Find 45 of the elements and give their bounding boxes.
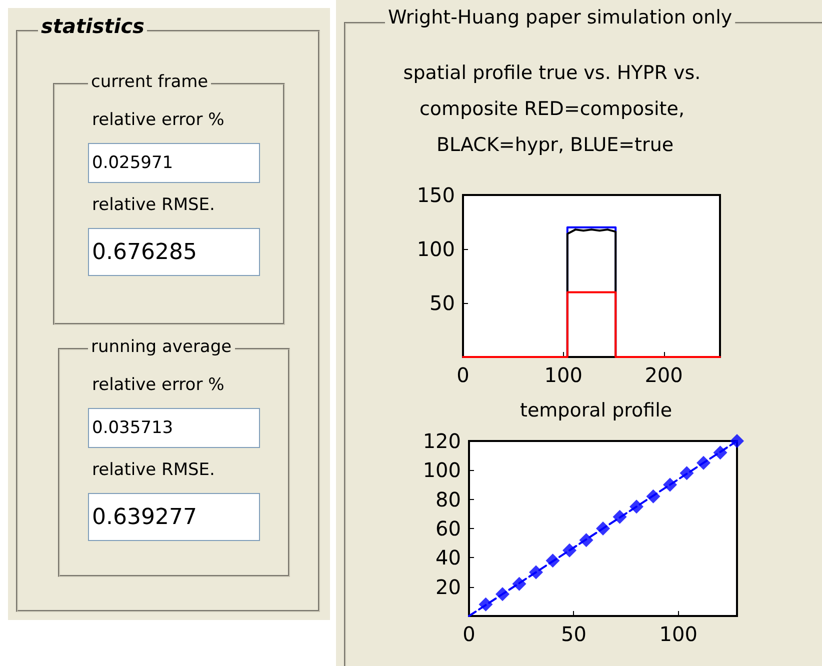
- point: [646, 489, 660, 504]
- point: [630, 500, 644, 514]
- point: [562, 543, 576, 558]
- point: [478, 597, 493, 612]
- chart-subtitle: spatial profile true vs. HYPR vs. composite RED=composite, BLACK=hypr, BLUE=true: [403, 62, 707, 156]
- y-tick-label: 100: [416, 237, 455, 261]
- point: [529, 565, 543, 580]
- y-tick-label: 50: [430, 291, 455, 315]
- text: relative RMSE.: [92, 460, 215, 480]
- point: [579, 533, 594, 548]
- text: 0.025971: [88, 143, 260, 183]
- chart-title: temporal profile: [520, 400, 672, 422]
- point: [663, 478, 677, 492]
- point: [496, 587, 510, 602]
- text: statistics: [38, 14, 148, 38]
- y-tick-label: 80: [436, 487, 461, 512]
- y-tick-label: 60: [436, 516, 461, 540]
- point: [713, 446, 728, 460]
- text: 0.035713: [88, 408, 260, 448]
- text: 0.676285: [88, 228, 260, 276]
- point: [612, 510, 627, 524]
- point: [696, 456, 710, 470]
- x-tick-label: 50: [560, 622, 586, 646]
- point: [596, 522, 610, 536]
- x-tick-label: 0: [456, 363, 470, 387]
- x-tick-label: 100: [544, 363, 582, 387]
- text: 0.639277: [88, 493, 260, 541]
- y-tick-label: 40: [436, 546, 461, 570]
- point: [546, 554, 560, 568]
- text: running average: [88, 337, 235, 357]
- text: relative error %: [92, 110, 224, 130]
- point: [730, 434, 744, 448]
- y-tick-label: 20: [436, 574, 461, 599]
- chart-title: Wright-Huang paper simulation only: [388, 6, 732, 28]
- y-tick-label: 150: [416, 183, 455, 207]
- text: relative RMSE.: [92, 195, 215, 215]
- text: current frame: [88, 72, 212, 92]
- y-tick-label: 100: [422, 458, 461, 482]
- y-tick-label: 120: [422, 429, 461, 453]
- text: relative error %: [92, 375, 224, 395]
- x-tick-label: 200: [644, 363, 683, 387]
- point: [680, 466, 694, 480]
- x-tick-label: 100: [659, 622, 698, 646]
- x-tick-label: 0: [462, 622, 476, 646]
- point: [512, 576, 526, 591]
